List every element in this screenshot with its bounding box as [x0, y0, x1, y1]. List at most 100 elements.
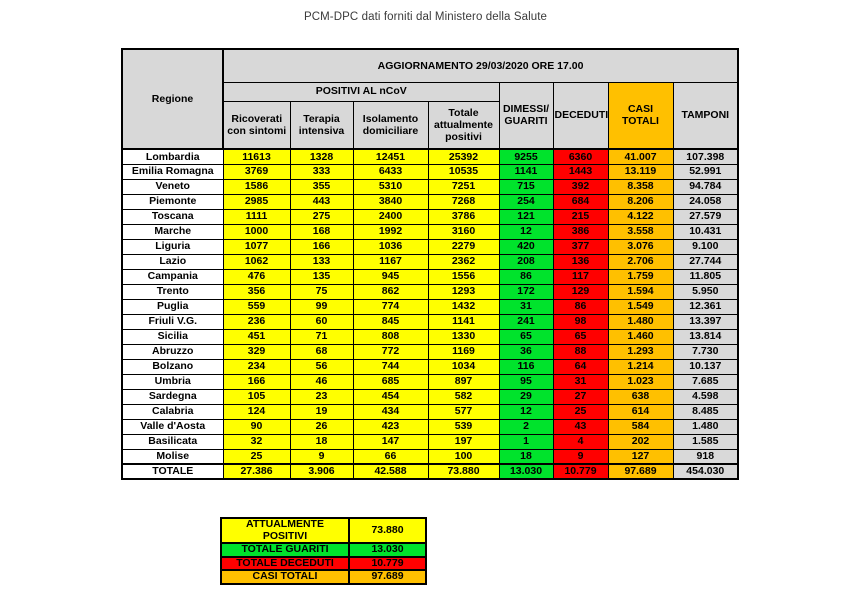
value-cell: 65 [552, 328, 609, 345]
column-header-tamponi: TAMPONI [672, 81, 739, 150]
value-cell: 454 [352, 388, 429, 405]
value-cell: 13.814 [672, 328, 739, 345]
region-cell: Valle d'Aosta [121, 418, 224, 435]
value-cell: 10535 [427, 163, 500, 180]
region-cell: Friuli V.G. [121, 313, 224, 330]
value-cell: 107.398 [672, 148, 739, 165]
value-cell: 100 [427, 448, 500, 465]
value-cell: 377 [552, 238, 609, 255]
value-cell: 25 [552, 403, 609, 420]
value-cell: 1077 [222, 238, 291, 255]
table-row: Basilicata 32 18 147 197 1 4 202 1.585 [121, 433, 739, 450]
value-cell: 3.558 [607, 223, 674, 240]
value-cell: 27.579 [672, 208, 739, 225]
value-cell: 2.706 [607, 253, 674, 270]
value-cell: 355 [289, 178, 354, 195]
value-cell: 8.485 [672, 403, 739, 420]
positivi-group-header: POSITIVI AL nCoV [222, 81, 500, 102]
value-cell: 1.480 [672, 418, 739, 435]
value-cell: 1328 [289, 148, 354, 165]
value-cell: 638 [607, 388, 674, 405]
region-cell: Liguria [121, 238, 224, 255]
value-cell: 127 [607, 448, 674, 465]
value-cell: 26 [289, 418, 354, 435]
value-cell: 64 [552, 358, 609, 375]
summary-label: TOTALE DECEDUTI [220, 555, 350, 572]
value-cell: 27 [552, 388, 609, 405]
value-cell: 13.397 [672, 313, 739, 330]
value-cell: 10.431 [672, 223, 739, 240]
value-cell: 1.585 [672, 433, 739, 450]
table-row: Marche 1000 168 1992 3160 12 386 3.558 10.431 [121, 223, 739, 240]
value-cell: 3.906 [289, 463, 354, 480]
value-cell: 9 [552, 448, 609, 465]
table-row: Lazio 1062 133 1167 2362 208 136 2.706 27.744 [121, 253, 739, 270]
value-cell: 166 [222, 373, 291, 390]
value-cell: 116 [498, 358, 554, 375]
value-cell: 172 [498, 283, 554, 300]
value-cell: 27.386 [222, 463, 291, 480]
table-row: Friuli V.G. 236 60 845 1141 241 98 1.480 13.397 [121, 313, 739, 330]
value-cell: 31 [552, 373, 609, 390]
summary-body: ATTUALMENTE POSITIVI 73.880 TOTALE GUARITI… [220, 516, 427, 585]
value-cell: 918 [672, 448, 739, 465]
table-row: TOTALE 27.386 3.906 42.588 73.880 13.030 10.77… [121, 463, 739, 480]
region-cell: Sicilia [121, 328, 224, 345]
value-cell: 420 [498, 238, 554, 255]
value-cell: 386 [552, 223, 609, 240]
value-cell: 10.137 [672, 358, 739, 375]
value-cell: 12.361 [672, 298, 739, 315]
table-row: Sardegna 105 23 454 582 29 27 638 4.598 [121, 388, 739, 405]
value-cell: 423 [352, 418, 429, 435]
value-cell: 95 [498, 373, 554, 390]
table-row: Calabria 124 19 434 577 12 25 614 8.485 [121, 403, 739, 420]
region-cell: Abruzzo [121, 343, 224, 360]
value-cell: 1586 [222, 178, 291, 195]
covid-regions-table: Regione AGGIORNAMENTO 29/03/2020 ORE 17.… [121, 48, 740, 480]
value-cell: 13.119 [607, 163, 674, 180]
value-cell: 434 [352, 403, 429, 420]
value-cell: 7.730 [672, 343, 739, 360]
value-cell: 202 [607, 433, 674, 450]
value-cell: 4.122 [607, 208, 674, 225]
table-row: Liguria 1077 166 1036 2279 420 377 3.076 9.100 [121, 238, 739, 255]
value-cell: 5.950 [672, 283, 739, 300]
value-cell: 584 [607, 418, 674, 435]
value-cell: 1141 [498, 163, 554, 180]
value-cell: 6433 [352, 163, 429, 180]
value-cell: 2400 [352, 208, 429, 225]
value-cell: 136 [552, 253, 609, 270]
value-cell: 1293 [427, 283, 500, 300]
value-cell: 2 [498, 418, 554, 435]
table-header: Regione AGGIORNAMENTO 29/03/2020 ORE 17.… [121, 48, 739, 150]
value-cell: 7.685 [672, 373, 739, 390]
region-column-header: Regione [121, 48, 224, 150]
value-cell: 43 [552, 418, 609, 435]
column-header-casi-totali: CASI TOTALI [607, 81, 674, 150]
value-cell: 29 [498, 388, 554, 405]
value-cell: 582 [427, 388, 500, 405]
value-cell: 1443 [552, 163, 609, 180]
value-cell: 3786 [427, 208, 500, 225]
value-cell: 329 [222, 343, 291, 360]
value-cell: 25392 [427, 148, 500, 165]
value-cell: 9.100 [672, 238, 739, 255]
value-cell: 124 [222, 403, 291, 420]
value-cell: 577 [427, 403, 500, 420]
column-header-isolamento: Isolamento domiciliare [352, 100, 429, 150]
value-cell: 10.779 [552, 463, 609, 480]
value-cell: 24.058 [672, 193, 739, 210]
region-cell: Toscana [121, 208, 224, 225]
value-cell: 98 [552, 313, 609, 330]
summary-row: CASI TOTALI 97.689 [220, 569, 427, 585]
value-cell: 8.206 [607, 193, 674, 210]
summary-label: TOTALE GUARITI [220, 542, 350, 558]
value-cell: 392 [552, 178, 609, 195]
value-cell: 6360 [552, 148, 609, 165]
table-body: Lombardia 11613 1328 12451 25392 9255 6360 41.0… [121, 148, 739, 480]
region-cell: Marche [121, 223, 224, 240]
value-cell: 1036 [352, 238, 429, 255]
value-cell: 808 [352, 328, 429, 345]
value-cell: 1.214 [607, 358, 674, 375]
value-cell: 234 [222, 358, 291, 375]
